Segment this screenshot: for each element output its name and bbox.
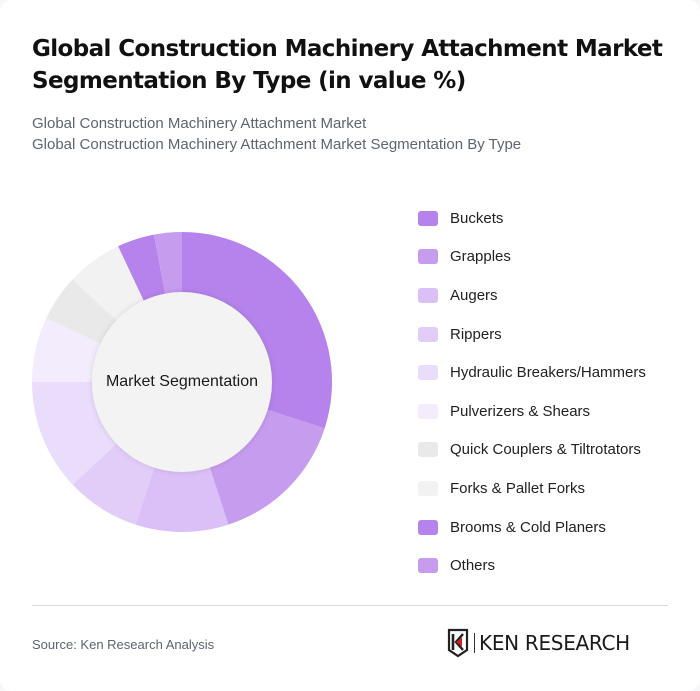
logo-separator <box>474 633 475 653</box>
donut-slice <box>118 234 166 303</box>
legend-item: Quick Couplers & Tiltrotators <box>418 431 688 470</box>
legend-label: Grapples <box>450 248 511 266</box>
legend-label: Buckets <box>450 209 504 227</box>
subtitle-line-1: Global Construction Machinery Attachment… <box>32 115 367 132</box>
legend-label: Quick Couplers & Tiltrotators <box>450 441 641 459</box>
donut-slice <box>72 442 155 525</box>
donut-hole <box>92 292 272 472</box>
legend-label: Rippers <box>450 325 502 343</box>
legend-swatch <box>418 519 438 535</box>
legend-item: Forks & Pallet Forks <box>418 469 688 508</box>
legend-swatch <box>418 365 438 381</box>
ken-research-logo: KEN RESEARCH <box>447 628 630 658</box>
legend-swatch <box>418 249 438 265</box>
chart-legend: Buckets Grapples Augers Rippers Hydraulic Br… <box>418 199 688 585</box>
donut-slice <box>135 465 229 532</box>
legend-swatch <box>418 480 438 496</box>
donut-svg <box>32 232 333 532</box>
legend-swatch <box>418 558 438 574</box>
legend-item: Rippers <box>418 315 688 354</box>
donut-slice <box>72 246 145 322</box>
footer-divider <box>32 605 668 606</box>
legend-item: Brooms & Cold Planers <box>418 508 688 547</box>
legend-label: Hydraulic Breakers/Hammers <box>450 364 646 382</box>
legend-swatch <box>418 403 438 419</box>
legend-label: Forks & Pallet Forks <box>450 479 586 497</box>
legend-label: Augers <box>450 286 498 304</box>
donut-center-label: Market Segmentation <box>105 373 259 390</box>
legend-label: Brooms & Cold Planers <box>450 518 606 536</box>
chart-subtitle: Global Construction Machinery Attachment… <box>32 113 672 155</box>
legend-item: Hydraulic Breakers/Hammers <box>418 353 688 392</box>
legend-item: Pulverizers & Shears <box>418 392 688 431</box>
legend-item: Augers <box>418 276 688 315</box>
legend-swatch <box>418 287 438 303</box>
donut-slice <box>182 232 333 429</box>
legend-swatch <box>418 442 438 458</box>
legend-swatch <box>418 326 438 342</box>
legend-swatch <box>418 210 438 226</box>
donut-slice <box>209 409 325 525</box>
logo-text: KEN RESEARCH <box>479 631 630 655</box>
chart-title: Global Construction Machinery Attachment… <box>32 36 663 94</box>
legend-item: Grapples <box>418 238 688 277</box>
subtitle-line-2: Global Construction Machinery Attachment… <box>32 136 522 153</box>
legend-item: Buckets <box>418 199 688 238</box>
donut-slice <box>153 232 182 296</box>
legend-label: Pulverizers & Shears <box>450 402 591 420</box>
source-note: Source: Ken Research Analysis <box>32 637 215 652</box>
donut-slice <box>32 318 103 382</box>
ken-research-logo-icon <box>447 628 469 658</box>
donut-chart <box>30 230 334 534</box>
legend-label: Others <box>450 557 496 575</box>
donut-slice <box>46 279 118 345</box>
legend-item: Others <box>418 546 688 585</box>
